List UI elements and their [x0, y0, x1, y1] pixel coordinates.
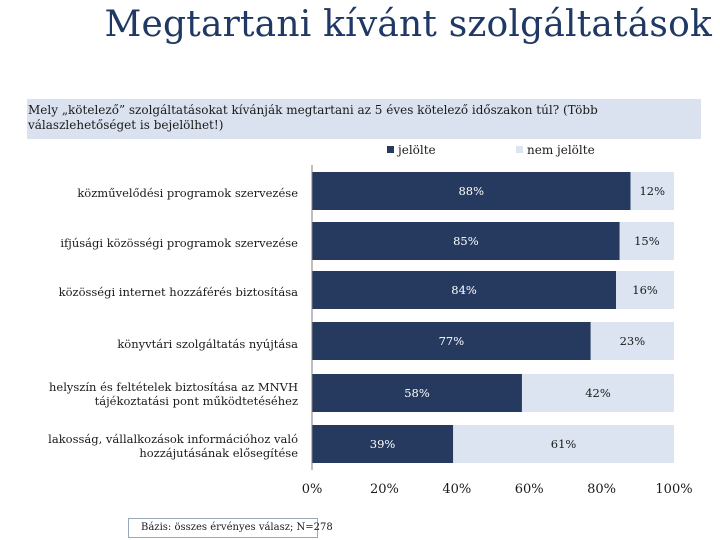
bar-label-not-selected: 12% [639, 184, 665, 198]
bar-selected [312, 172, 631, 210]
x-tick-label: 60% [515, 482, 544, 497]
slide-title: Megtartani kívánt szolgáltatások [104, 4, 712, 45]
legend-swatch-not-selected [516, 146, 523, 153]
bar-label-not-selected: 23% [620, 334, 646, 348]
bar-label-selected: 88% [458, 184, 484, 198]
bar-not-selected [521, 374, 674, 412]
category-label: ifjúsági közösségi programok szervezése [60, 236, 298, 250]
bar-label-selected: 77% [439, 334, 465, 348]
bar-label-not-selected: 15% [634, 234, 660, 248]
bar-not-selected [619, 222, 674, 260]
category-label: helyszín és feltételek biztosítása az MN… [48, 380, 298, 408]
footnote: Bázis: összes érvényes válasz; N=278 [128, 518, 333, 538]
bar-selected [312, 271, 617, 309]
bar-not-selected [453, 425, 674, 463]
bar-selected [312, 322, 591, 360]
question-text: Mely „kötelező” szolgáltatásokat kívánjá… [28, 103, 598, 132]
x-tick-label: 20% [370, 482, 399, 497]
question-box [27, 99, 701, 139]
legend-item-selected: jelölte [387, 143, 436, 157]
category-label: könyvtári szolgáltatás nyújtása [117, 337, 298, 351]
bar-label-selected: 84% [451, 283, 477, 297]
x-tick-label: 100% [655, 482, 692, 497]
category-label: közművelődési programok szervezése [77, 186, 298, 200]
legend-item-not-selected: nem jelölte [516, 143, 595, 157]
x-tick-label: 0% [302, 482, 323, 497]
legend-label-not-selected: nem jelölte [527, 143, 595, 157]
bar-not-selected [630, 172, 674, 210]
bar-not-selected [590, 322, 674, 360]
category-label: közösségi internet hozzáférés biztosítás… [58, 285, 298, 299]
bar-label-selected: 85% [453, 234, 479, 248]
bar-not-selected [616, 271, 674, 309]
bar-selected [312, 374, 522, 412]
legend-label-selected: jelölte [398, 143, 436, 157]
bar-label-selected: 39% [370, 437, 396, 451]
bar-selected [312, 222, 620, 260]
x-tick-label: 40% [442, 482, 471, 497]
bar-selected [312, 425, 454, 463]
bar-label-not-selected: 61% [551, 437, 577, 451]
bar-label-not-selected: 42% [585, 386, 611, 400]
x-tick-label: 80% [587, 482, 616, 497]
bar-label-selected: 58% [404, 386, 430, 400]
bar-label-not-selected: 16% [632, 283, 658, 297]
legend-swatch-selected [387, 146, 394, 153]
category-label: lakosság, vállalkozások információhoz va… [48, 432, 298, 460]
